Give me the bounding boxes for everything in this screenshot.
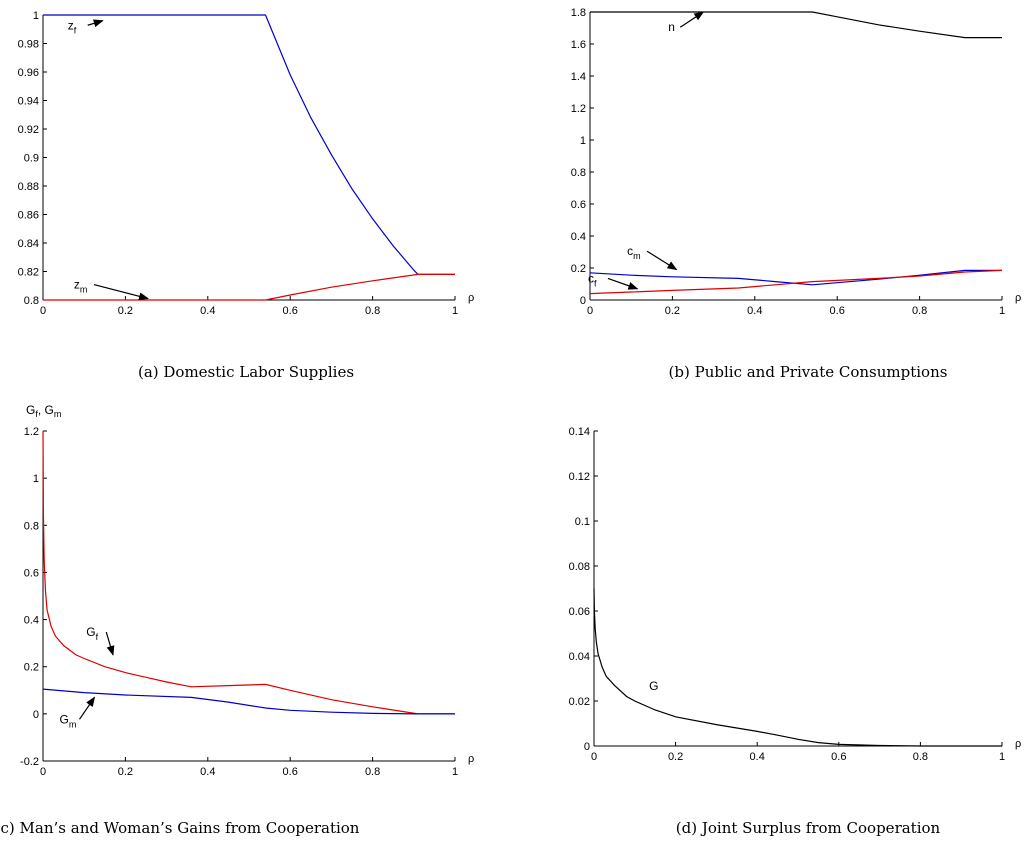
y-tick-label: 1.8 (571, 7, 586, 19)
y-tick-label: -0.2 (20, 756, 39, 768)
y-tick-label: 0.4 (571, 231, 586, 243)
y-tick-label: 0.86 (18, 210, 39, 222)
series-annotation: G (649, 679, 658, 693)
x-tick-label: 0.2 (668, 751, 683, 763)
series-line-zm (43, 273, 455, 301)
y-tick-label: 0.94 (18, 96, 39, 108)
y-tick-label: 0.02 (569, 696, 590, 708)
y-tick-label: 0.06 (569, 606, 590, 618)
caption-a: (a) Domestic Labor Supplies (138, 363, 354, 381)
caption-b: (b) Public and Private Consumptions (669, 363, 948, 381)
y-tick-label: 1.2 (24, 426, 39, 438)
series-annotation: cm (627, 244, 641, 261)
series-line-zf (43, 14, 455, 275)
x-tick-label: 0.6 (830, 305, 845, 317)
y-tick-label: 0.9 (24, 153, 39, 165)
y-tick-label: 0.14 (569, 426, 590, 438)
series-line-g (593, 588, 1002, 747)
annotation-arrow (105, 631, 115, 656)
x-tick-label: 0.2 (665, 305, 680, 317)
x-tick-label: 0.8 (913, 751, 928, 763)
y-tick-label: 0.8 (24, 295, 39, 307)
x-tick-label: 0 (587, 305, 593, 317)
y-tick-label: 0.6 (571, 199, 586, 211)
x-axis-label: ρ (468, 753, 474, 765)
x-tick-label: 0.4 (200, 305, 215, 317)
x-tick-label: 0.6 (283, 766, 298, 778)
x-tick-label: 0.4 (747, 305, 762, 317)
x-tick-label: 0.4 (750, 751, 765, 763)
x-tick-label: 1 (452, 766, 458, 778)
x-tick-label: 0.6 (831, 751, 846, 763)
y-tick-label: 1 (33, 473, 39, 485)
y-tick-label: 0 (584, 741, 590, 753)
y-tick-label: 0.04 (569, 651, 590, 663)
x-axis-label: ρ (1015, 738, 1021, 750)
y-tick-label: 0.98 (18, 39, 39, 51)
series-annotation: Gf (86, 625, 98, 642)
y-tick-label: 0.96 (18, 67, 39, 79)
series-annotation: Gm (59, 712, 76, 729)
series-line-n (590, 11, 1002, 39)
y-tick-label: 0.84 (18, 238, 39, 250)
y-tick-label: 0.92 (18, 124, 39, 136)
series-line-gm (42, 688, 455, 715)
x-tick-label: 1 (999, 751, 1005, 763)
y-tick-label: 0.6 (24, 567, 39, 579)
caption-c: c) Man’s and Woman’s Gains from Cooperat… (1, 819, 360, 837)
x-tick-label: 0.6 (283, 305, 298, 317)
x-tick-label: 0.8 (912, 305, 927, 317)
x-tick-label: 1 (999, 305, 1005, 317)
x-tick-label: 0.2 (118, 766, 133, 778)
panel-a: 0 0.2 0.4 0.6 0.8 1 0.8 0.82 0.84 0.86 0.88 0.9 0.92… (18, 10, 475, 317)
y-tick-label: 0 (580, 295, 586, 307)
y-tick-label: 0.8 (571, 167, 586, 179)
series-line-cf (589, 269, 1003, 295)
y-tick-label: 0.2 (571, 263, 586, 275)
y-tick-label: 1.4 (571, 71, 586, 83)
x-tick-label: 0.2 (118, 305, 133, 317)
y-tick-label: 1.6 (571, 39, 586, 51)
x-axis-label: ρ (468, 292, 474, 304)
y-tick-label: 0.1 (575, 516, 590, 528)
x-tick-label: 0 (591, 751, 597, 763)
y-axis-label: Gf, Gm (26, 403, 61, 419)
y-tick-label: 0.82 (18, 267, 39, 279)
y-tick-label: 0.88 (18, 181, 39, 193)
caption-d: (d) Joint Surplus from Cooperation (676, 819, 941, 837)
y-tick-label: 0.2 (24, 662, 39, 674)
series-annotation: cf (588, 271, 597, 288)
annotation-arrow (93, 284, 150, 301)
series-annotation: n (668, 20, 675, 34)
y-tick-label: 1 (580, 135, 586, 147)
x-tick-label: 0.8 (365, 305, 380, 317)
series-line-gf (42, 430, 455, 715)
x-tick-label: 0 (40, 305, 46, 317)
y-tick-label: 0.8 (24, 520, 39, 532)
y-tick-label: 0.12 (569, 471, 590, 483)
series-annotation: zf (68, 18, 77, 35)
annotation-arrow (87, 19, 104, 28)
y-tick-label: 0.4 (24, 615, 39, 627)
annotation-arrow (607, 277, 639, 290)
annotation-arrow (679, 11, 705, 28)
y-tick-label: 1.2 (571, 103, 586, 115)
panel-b: 0 0.2 0.4 0.6 0.8 1 0 0.2 0.4 0.6 0.8 1 1.2 1.4 1.6 1.8… (571, 7, 1022, 317)
y-tick-label: 0 (33, 709, 39, 721)
x-tick-label: 0 (40, 766, 46, 778)
x-tick-label: 0.8 (365, 766, 380, 778)
x-axis-label: ρ (1015, 292, 1021, 304)
y-tick-label: 1 (33, 10, 39, 22)
annotation-arrow (646, 250, 678, 271)
annotation-arrow (78, 696, 96, 720)
x-tick-label: 1 (452, 305, 458, 317)
x-tick-label: 0.4 (200, 766, 215, 778)
panel-d: 0 0.2 0.4 0.6 0.8 1 0 0.02 0.04 0.06 0.08 0.1 0.12 0.… (569, 426, 1022, 763)
series-annotation: zm (74, 278, 88, 295)
y-tick-label: 0.08 (569, 561, 590, 573)
